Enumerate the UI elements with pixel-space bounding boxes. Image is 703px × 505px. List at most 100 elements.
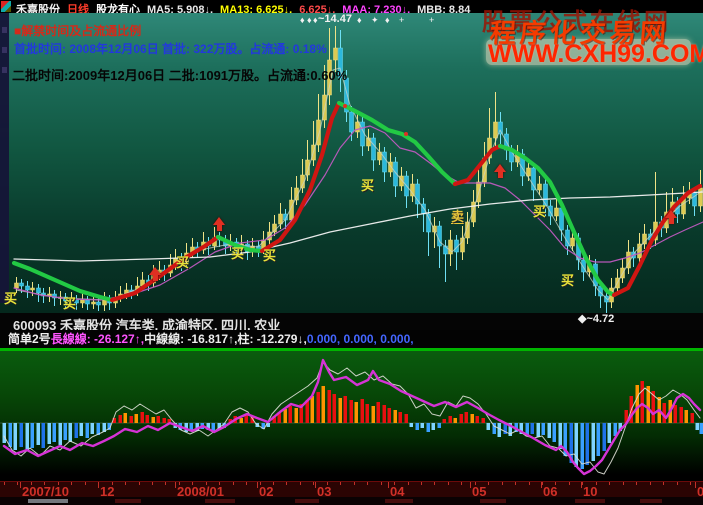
indicator-status-bar[interactable]: 简单2号 長線線: -26.127↑, 中線線: -16.817↑, 柱: -1… xyxy=(0,330,703,348)
oscillator-canvas[interactable] xyxy=(0,351,703,481)
oscillator-bar xyxy=(442,419,446,423)
oscillator-bar xyxy=(398,412,402,423)
candle-body xyxy=(388,161,393,173)
oscillator-bar xyxy=(288,406,292,423)
axis-major-tick xyxy=(175,482,176,488)
oscillator-bar xyxy=(327,390,331,423)
axis-date-label[interactable]: 0 xyxy=(697,484,703,499)
axis-date-label[interactable]: 03 xyxy=(317,484,332,499)
trend-line-green xyxy=(336,100,458,187)
clipped-text-artifact xyxy=(115,499,141,503)
axis-date-label[interactable]: 2008/01 xyxy=(177,484,224,499)
trend-turn-dot xyxy=(404,132,408,136)
peak-marker-diamond: + xyxy=(399,15,405,25)
stock-info-bar: 600093 禾嘉股份 汽车类, 成渝特区, 四川, 农业 xyxy=(0,313,703,333)
candle-body xyxy=(349,111,354,133)
candle-body xyxy=(537,183,542,191)
oscillator-bar xyxy=(464,412,468,423)
candle-body xyxy=(465,221,470,239)
oscillator-bar xyxy=(102,423,106,432)
candle-body xyxy=(493,121,498,139)
axis-major-tick xyxy=(98,482,99,488)
axis-minor-tick xyxy=(111,482,113,485)
oscillator-bar xyxy=(574,423,578,467)
oscillator-bar xyxy=(321,386,325,423)
candle-body xyxy=(554,207,559,217)
app-icon[interactable] xyxy=(1,1,11,12)
oscillator-bar xyxy=(316,392,320,423)
axis-major-tick xyxy=(470,482,471,488)
indicator-value: 柱: -12.279↓, xyxy=(237,332,307,346)
title-bar-segment: 禾嘉股份 xyxy=(16,4,60,14)
oscillator-bar xyxy=(503,423,507,434)
axis-minor-tick xyxy=(434,482,436,485)
axis-date-label[interactable]: 2007/10 xyxy=(22,484,69,499)
oscillator-bar xyxy=(338,398,342,423)
oscillator-bar xyxy=(437,423,441,428)
axis-date-label[interactable]: 05 xyxy=(472,484,487,499)
trend-line-red xyxy=(611,183,703,298)
main-candlestick-chart[interactable]: ■解禁时间及占流通比例 首批时间: 2008年12月06日 首批: 322万股。… xyxy=(0,13,703,313)
candle-body xyxy=(338,47,343,79)
axis-minor-tick xyxy=(568,482,570,485)
watermark: 股票公式在线网 程序化交易网 WWW.CXH99.COM xyxy=(470,0,703,72)
axis-minor-tick xyxy=(219,482,221,485)
axis-minor-tick xyxy=(30,482,32,485)
oscillator-bar xyxy=(145,415,149,423)
axis-minor-tick xyxy=(125,482,127,485)
buy-signal-arrow-icon xyxy=(665,210,678,225)
title-bar-segment: MAA: 7.230↓, xyxy=(342,4,411,14)
axis-minor-tick xyxy=(407,482,409,485)
candlestick-canvas[interactable] xyxy=(0,13,703,313)
candle-body xyxy=(80,299,85,304)
axis-minor-tick xyxy=(151,482,153,485)
buy-signal-label: 买 xyxy=(361,178,375,193)
oscillator-bar xyxy=(195,423,199,431)
oscillator-bar xyxy=(112,418,116,423)
candle-body xyxy=(692,191,697,207)
axis-date-label[interactable]: 06 xyxy=(543,484,558,499)
oscillator-bar xyxy=(140,412,144,423)
oscillator-bar xyxy=(244,414,248,423)
oscillator-slow-line xyxy=(2,358,702,476)
oscillator-bar xyxy=(486,423,490,430)
axis-minor-tick xyxy=(44,482,46,485)
buy-signal-label: 买 xyxy=(263,248,277,263)
axis-date-label[interactable]: 04 xyxy=(390,484,405,499)
trend-line-green xyxy=(11,260,115,303)
candle-body xyxy=(14,282,19,289)
clipped-text-artifact xyxy=(28,499,68,503)
date-axis[interactable]: 2007/10 12 2008/01 02 03 04 05 06 10 0 xyxy=(0,481,703,499)
peak-marker-diamond: ♦ xyxy=(385,15,390,25)
oscillator-bar xyxy=(354,402,358,423)
oscillator-panel[interactable] xyxy=(0,351,703,481)
oscillator-bar xyxy=(448,416,452,423)
axis-date-label[interactable]: 10 xyxy=(583,484,598,499)
candle-body xyxy=(85,299,90,305)
candle-body xyxy=(548,205,553,217)
oscillator-bar xyxy=(475,416,479,423)
trend-turn-dot xyxy=(343,104,347,108)
oscillator-bar xyxy=(283,409,287,423)
oscillator-bar xyxy=(332,394,336,423)
watermark-url: WWW.CXH99.COM xyxy=(488,40,703,68)
oscillator-bar xyxy=(74,423,78,438)
axis-minor-tick xyxy=(542,482,543,485)
clipped-text-artifact xyxy=(640,499,662,503)
oscillator-bar xyxy=(211,423,215,432)
axis-date-label[interactable]: 02 xyxy=(259,484,274,499)
axis-minor-tick xyxy=(353,482,355,485)
oscillator-bar xyxy=(360,399,364,423)
oscillator-bar xyxy=(426,423,430,432)
watermark-backdrop xyxy=(486,39,691,65)
oscillator-bar xyxy=(415,423,419,430)
oscillator-bar xyxy=(646,386,650,423)
trend-line-green xyxy=(497,143,617,298)
stock-info-text[interactable]: 600093 禾嘉股份 汽车类, 成渝特区, 四川, 农业 xyxy=(13,318,281,333)
candle-body xyxy=(415,183,420,205)
buy-signal-label: 买 xyxy=(231,246,245,261)
axis-minor-tick xyxy=(299,482,301,485)
watermark-ghost-text: 股票公式在线网 xyxy=(482,9,671,36)
axis-date-label[interactable]: 12 xyxy=(100,484,115,499)
oscillator-bar xyxy=(277,412,281,423)
